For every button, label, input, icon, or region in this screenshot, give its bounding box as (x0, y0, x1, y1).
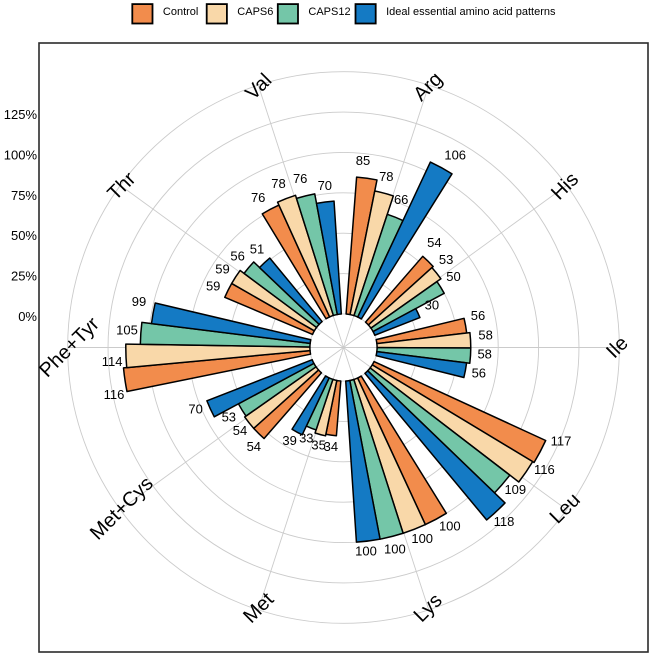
svg-text:54: 54 (233, 423, 247, 438)
svg-text:53: 53 (222, 409, 236, 424)
svg-text:76: 76 (293, 171, 307, 186)
svg-text:Ideal essential amino acid pat: Ideal essential amino acid patterns (386, 6, 556, 18)
svg-text:0%: 0% (18, 309, 37, 324)
svg-text:78: 78 (271, 176, 285, 191)
svg-text:56: 56 (471, 308, 485, 323)
svg-text:106: 106 (444, 148, 466, 163)
svg-text:114: 114 (102, 354, 123, 369)
svg-text:100: 100 (384, 542, 406, 557)
svg-text:100: 100 (439, 518, 461, 533)
svg-text:70: 70 (188, 401, 202, 416)
svg-text:116: 116 (534, 462, 555, 477)
svg-text:109: 109 (504, 482, 526, 497)
svg-text:33: 33 (299, 431, 313, 446)
svg-text:66: 66 (394, 192, 408, 207)
svg-text:30: 30 (425, 298, 439, 313)
svg-text:25%: 25% (11, 269, 37, 284)
svg-text:CAPS12: CAPS12 (308, 6, 350, 18)
svg-text:51: 51 (250, 241, 264, 256)
svg-text:53: 53 (439, 252, 453, 267)
svg-text:99: 99 (132, 294, 146, 309)
svg-text:76: 76 (251, 190, 265, 205)
svg-text:75%: 75% (11, 188, 37, 203)
svg-text:59: 59 (215, 261, 229, 276)
svg-text:50: 50 (446, 269, 460, 284)
svg-text:34: 34 (324, 439, 338, 454)
svg-text:118: 118 (494, 514, 515, 529)
svg-text:100%: 100% (4, 147, 38, 162)
svg-text:100: 100 (355, 544, 377, 559)
svg-text:54: 54 (247, 439, 261, 454)
svg-text:56: 56 (472, 365, 486, 380)
svg-text:100: 100 (411, 531, 433, 546)
svg-text:56: 56 (230, 248, 244, 263)
svg-text:35: 35 (311, 438, 325, 453)
svg-text:125%: 125% (4, 107, 38, 122)
svg-text:85: 85 (356, 153, 370, 168)
svg-text:CAPS6: CAPS6 (237, 6, 273, 18)
svg-text:50%: 50% (11, 228, 37, 243)
svg-text:70: 70 (318, 178, 332, 193)
svg-text:117: 117 (551, 434, 572, 449)
svg-text:116: 116 (104, 387, 125, 402)
svg-text:78: 78 (379, 169, 393, 184)
svg-text:58: 58 (478, 327, 492, 342)
svg-text:Control: Control (163, 6, 198, 18)
svg-text:59: 59 (206, 279, 220, 294)
svg-text:39: 39 (282, 433, 296, 448)
svg-text:105: 105 (116, 323, 138, 338)
svg-text:54: 54 (427, 235, 441, 250)
svg-text:58: 58 (477, 347, 491, 362)
